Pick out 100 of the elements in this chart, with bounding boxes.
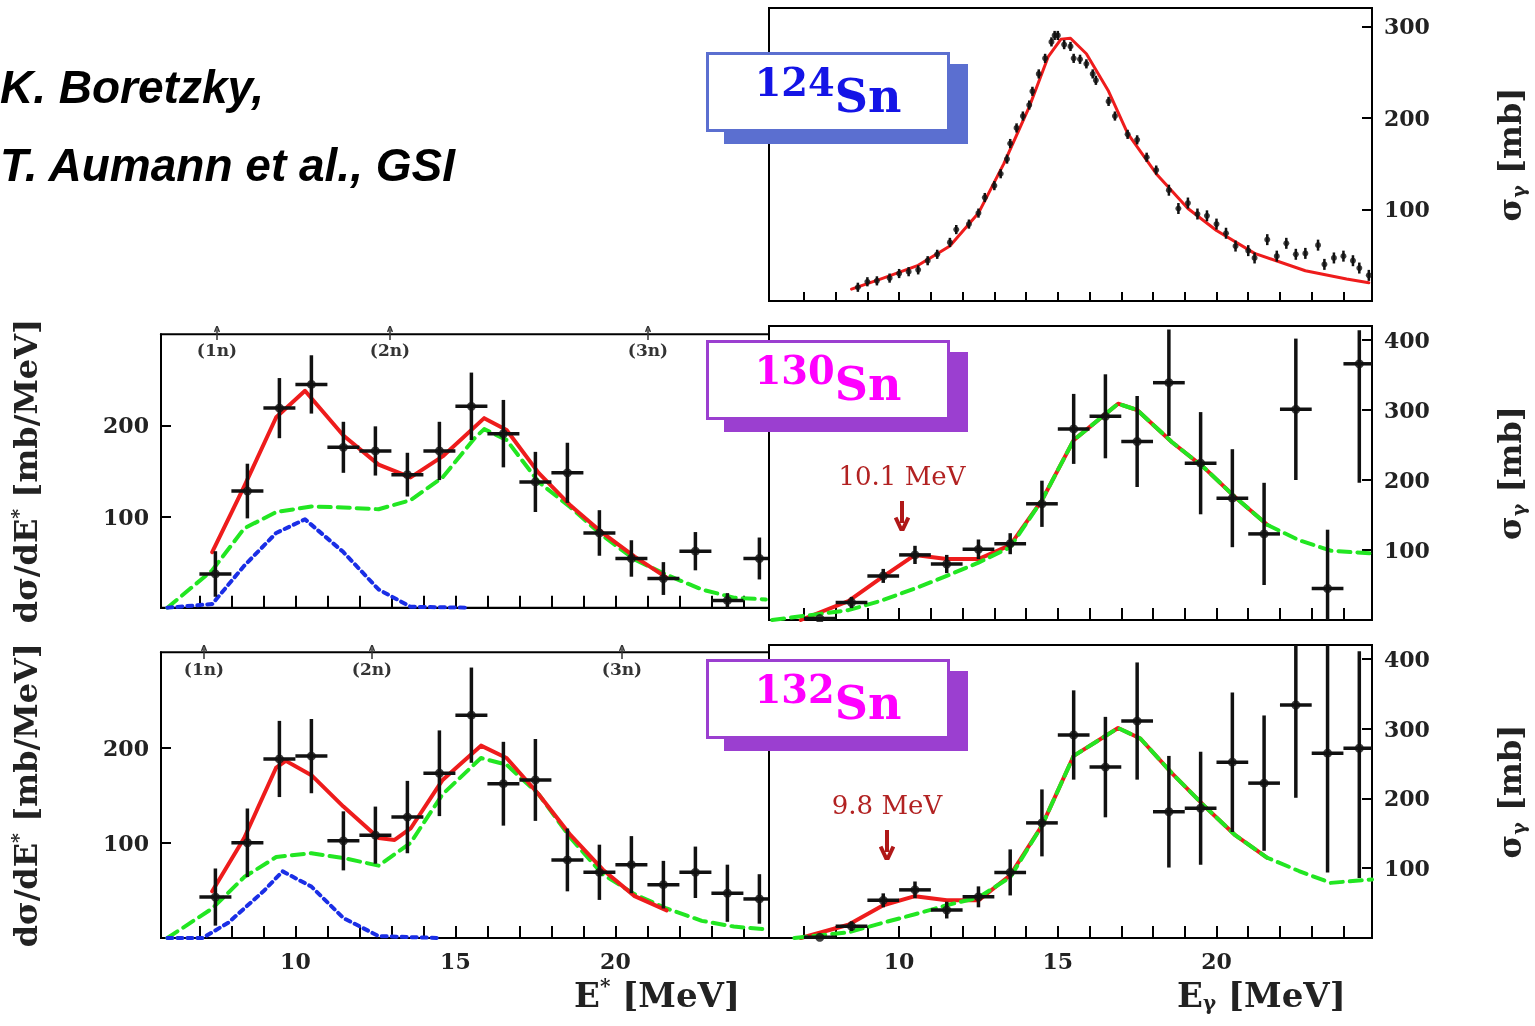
- x-tick-label: 15: [1042, 948, 1074, 974]
- point: [306, 751, 316, 761]
- point: [754, 553, 764, 563]
- point: [370, 830, 380, 840]
- y-tick-label: 300: [1384, 715, 1430, 742]
- point: [1227, 493, 1237, 503]
- point: [1354, 359, 1364, 369]
- y-tick-label: 200: [1384, 467, 1430, 493]
- annotation: (1n): [183, 659, 225, 679]
- point: [242, 486, 252, 496]
- point: [338, 442, 348, 452]
- y-tick-label: 300: [1384, 397, 1430, 423]
- y-tick-label: 200: [103, 412, 149, 439]
- y-tick-label: 100: [103, 829, 149, 856]
- point: [815, 614, 825, 622]
- line-series: [165, 517, 467, 610]
- point: [722, 888, 732, 898]
- point: [594, 867, 604, 877]
- point: [942, 559, 952, 569]
- x-axis-title: E* [MeV]: [574, 974, 741, 1015]
- point: [1291, 404, 1301, 414]
- y-tick-label: 400: [1384, 327, 1430, 353]
- x-tick-label: 20: [1201, 948, 1232, 974]
- point: [1069, 424, 1079, 434]
- point: [562, 468, 572, 478]
- point: [498, 429, 508, 439]
- point: [1196, 803, 1206, 813]
- point: [1005, 539, 1015, 549]
- point: [626, 553, 636, 563]
- point: [434, 446, 444, 456]
- text: K. Boretzky,: [0, 60, 265, 114]
- point: [1037, 499, 1047, 509]
- point: [1291, 700, 1301, 710]
- y-tick-label: 200: [103, 734, 149, 761]
- annotation: $^{130}$Sn: [754, 348, 902, 412]
- point: [1259, 529, 1269, 539]
- point: [370, 446, 380, 456]
- point: [690, 546, 700, 556]
- point: [1100, 762, 1110, 772]
- x-tick-label: 15: [440, 948, 471, 974]
- point: [1069, 730, 1079, 740]
- annotation: (3n): [627, 340, 669, 360]
- point: [910, 885, 920, 895]
- line-series: [792, 726, 1374, 940]
- point: [402, 812, 412, 822]
- point: [274, 754, 284, 764]
- x-tick-label: 10: [280, 948, 311, 974]
- point: [658, 574, 668, 584]
- y-tick-label: 300: [1384, 13, 1430, 40]
- point: [434, 768, 444, 778]
- annotation: $^{132}$Sn: [754, 667, 902, 731]
- point: [466, 401, 476, 411]
- point: [1323, 584, 1333, 593]
- x-tick-label: 20: [600, 948, 631, 974]
- y-tick-label: 100: [1384, 196, 1430, 223]
- point: [1259, 778, 1269, 788]
- point: [498, 779, 508, 789]
- y-tick-label: 400: [1384, 645, 1430, 672]
- point: [466, 710, 476, 720]
- y-tick-label: 200: [1384, 785, 1430, 812]
- point: [1164, 807, 1174, 817]
- point: [942, 905, 952, 915]
- point: [1005, 867, 1015, 877]
- point: [210, 569, 220, 579]
- point: [973, 892, 983, 902]
- point: [1323, 748, 1333, 758]
- point: [1132, 716, 1142, 726]
- point: [242, 838, 252, 848]
- y-tick-label: 200: [1384, 104, 1430, 131]
- point: [1132, 437, 1142, 446]
- y-axis-title: σγ [mb]: [1490, 87, 1529, 222]
- annotation: (2n): [369, 340, 411, 360]
- point: [1100, 411, 1110, 421]
- annotation: $^{124}$Sn: [754, 60, 902, 124]
- line-series: [165, 869, 442, 940]
- point: [210, 892, 220, 902]
- annotation: 9.8 MeV: [831, 790, 943, 820]
- point: [1037, 818, 1047, 828]
- point: [306, 379, 316, 389]
- point: [910, 550, 920, 560]
- point: [530, 775, 540, 785]
- point: [1196, 458, 1206, 468]
- line-series: [770, 401, 1374, 622]
- point: [1227, 757, 1237, 767]
- y-tick-label: 100: [1384, 855, 1430, 882]
- point: [690, 867, 700, 877]
- annotation: 10.1 MeV: [838, 461, 966, 491]
- text: T. Aumann et al., GSI: [0, 138, 455, 192]
- point: [1164, 378, 1174, 388]
- y-axis-title: σγ [mb]: [1490, 724, 1529, 859]
- y-axis-title: dσ/dE* [mb/MeV]: [6, 318, 45, 624]
- x-tick-label: 10: [883, 948, 915, 974]
- point: [530, 477, 540, 487]
- point: [594, 528, 604, 538]
- point: [658, 880, 668, 890]
- annotation: (3n): [601, 659, 643, 679]
- point: [402, 470, 412, 480]
- y-tick-label: 100: [1384, 537, 1430, 563]
- annotation: (1n): [196, 340, 238, 360]
- annotation: (2n): [351, 659, 393, 679]
